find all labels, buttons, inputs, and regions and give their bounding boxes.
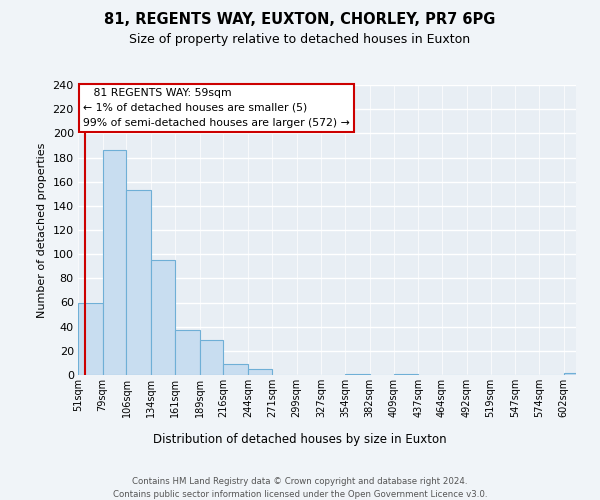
Bar [200,340,223,375]
Y-axis label: Number of detached properties: Number of detached properties [37,142,47,318]
Text: 81 REGENTS WAY: 59sqm   
← 1% of detached houses are smaller (5)
99% of semi-det: 81 REGENTS WAY: 59sqm ← 1% of detached h… [83,88,350,128]
Bar [248,369,272,375]
Bar [345,374,370,375]
Bar [151,260,175,375]
Bar [175,330,200,375]
Text: Size of property relative to detached houses in Euxton: Size of property relative to detached ho… [130,32,470,46]
Bar [394,374,418,375]
Bar [563,372,589,375]
Text: Distribution of detached houses by size in Euxton: Distribution of detached houses by size … [153,432,447,446]
Bar [78,302,103,375]
Text: 81, REGENTS WAY, EUXTON, CHORLEY, PR7 6PG: 81, REGENTS WAY, EUXTON, CHORLEY, PR7 6P… [104,12,496,28]
Text: Contains public sector information licensed under the Open Government Licence v3: Contains public sector information licen… [113,490,487,499]
Text: Contains HM Land Registry data © Crown copyright and database right 2024.: Contains HM Land Registry data © Crown c… [132,478,468,486]
Bar [127,190,151,375]
Bar [103,150,127,375]
Bar [223,364,248,375]
